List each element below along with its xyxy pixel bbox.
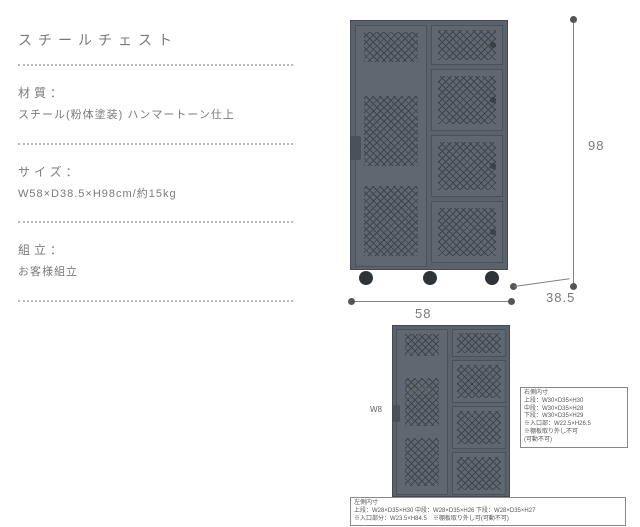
mesh-panel: [438, 208, 496, 256]
mesh-panel: [457, 333, 501, 353]
callout-left: 左側内寸 上段：W28×D35×H30 中段：W28×D35×H26 下段：W2…: [350, 497, 626, 526]
dim-dot: [570, 283, 577, 290]
inner-dim-h11-5: H11.5: [408, 387, 429, 396]
drawer: [452, 406, 506, 449]
cabinet-left-door: [355, 25, 427, 267]
product-figure-main: 98 38.5 58: [310, 8, 630, 308]
product-figure-inner: W8 H11.5 W20.5 H7 右側内寸 上段：W30×D35×H30 中段…: [370, 325, 630, 525]
drawer: [452, 329, 506, 357]
dim-depth: 38.5: [546, 290, 575, 305]
mesh-panel: [438, 142, 496, 190]
caster: [423, 271, 437, 285]
callout-title: 左側内寸: [354, 500, 622, 508]
cabinet-right-drawers: [452, 329, 506, 495]
drawer: [452, 360, 506, 403]
mesh-panel: [405, 378, 439, 426]
mesh-panel: [438, 76, 496, 124]
dim-line-depth: [514, 278, 570, 287]
mesh-panel: [364, 96, 418, 166]
callout-line: ※棚板取り外し不可: [524, 429, 624, 437]
drawer: [431, 135, 503, 197]
divider: [18, 64, 293, 66]
door-handle: [351, 136, 361, 160]
divider: [18, 221, 293, 223]
material-block: 材質： スチール(粉体塗装) ハンマートーン仕上: [18, 84, 298, 125]
callout-line: (可動不可): [524, 437, 624, 445]
assembly-text: お客様組立: [18, 264, 298, 282]
mesh-panel: [405, 438, 439, 486]
knob: [490, 163, 496, 169]
callout-line: 上段：W28×D35×H30 中段：W28×D35×H26 下段：W28×D35…: [354, 508, 622, 516]
spec-column: スチールチェスト 材質： スチール(粉体塗装) ハンマートーン仕上 サイズ： W…: [18, 30, 298, 316]
mesh-panel: [364, 32, 418, 62]
cabinet-left-door: [396, 329, 448, 495]
dim-dot: [348, 298, 355, 305]
cabinet-inner: [392, 325, 510, 497]
drawer: [431, 25, 503, 65]
dim-dot: [508, 298, 515, 305]
cabinet-main: [350, 20, 508, 270]
mesh-panel: [438, 30, 496, 60]
dim-line-width: [355, 301, 510, 302]
mesh-panel: [457, 365, 501, 398]
callout-line: 上段：W30×D35×H30: [524, 398, 624, 406]
divider: [18, 143, 293, 145]
caster: [485, 271, 499, 285]
cabinet-right-drawers: [431, 25, 503, 267]
drawer: [431, 69, 503, 131]
size-text: W58×D38.5×H98cm/約15kg: [18, 186, 298, 204]
knob: [490, 229, 496, 235]
callout-line: ※入口部分：W23.5×H84.5 ※棚板取り外し可(可動不可): [354, 516, 622, 524]
size-label: サイズ：: [18, 163, 298, 180]
divider: [18, 300, 293, 302]
material-label: 材質：: [18, 84, 298, 101]
knob: [490, 42, 496, 48]
material-text: スチール(粉体塗装) ハンマートーン仕上: [18, 107, 298, 125]
product-title: スチールチェスト: [18, 30, 298, 50]
size-block: サイズ： W58×D38.5×H98cm/約15kg: [18, 163, 298, 204]
dim-height: 98: [588, 138, 604, 153]
callout-right: 右側内寸 上段：W30×D35×H30 中段：W30×D35×H28 下段：W3…: [520, 387, 628, 448]
drawer: [431, 201, 503, 263]
drawer: [452, 452, 506, 495]
callout-title: 右側内寸: [524, 390, 624, 398]
mesh-panel: [457, 457, 501, 490]
caster: [359, 271, 373, 285]
mesh-panel: [405, 334, 439, 356]
assembly-block: 組立： お客様組立: [18, 241, 298, 282]
mesh-panel: [364, 186, 418, 256]
door-handle: [393, 405, 400, 422]
inner-dim-w8: W8: [370, 405, 382, 414]
assembly-label: 組立：: [18, 241, 298, 258]
knob: [490, 97, 496, 103]
mesh-panel: [457, 411, 501, 444]
dim-width: 58: [415, 306, 431, 321]
dim-line-height: [573, 23, 574, 283]
dim-dot: [570, 16, 577, 23]
callout-line: ※入口部：W22.5×H26.5: [524, 421, 624, 429]
